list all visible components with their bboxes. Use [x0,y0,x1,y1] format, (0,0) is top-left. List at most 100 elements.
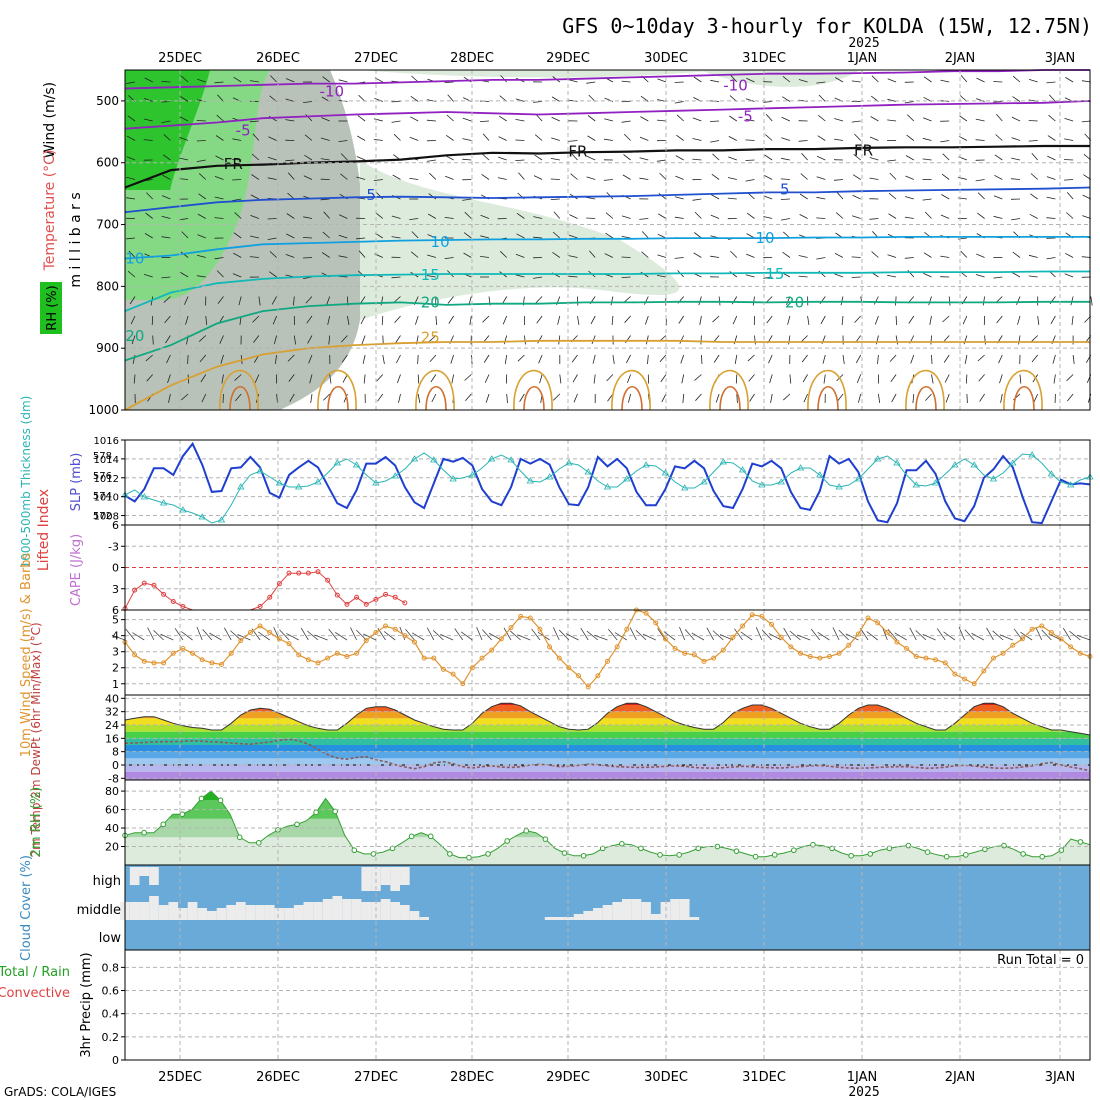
wind-barb [232,198,242,201]
lifted-index-series [124,571,406,611]
wind-barb [692,138,702,141]
y-tick-label: 500 [96,94,119,108]
wind-barb [397,374,401,384]
thickness-point [1009,459,1017,466]
x-tick-label-top: 3JAN [1045,51,1076,66]
rh2m-axis-label: 2m RH (%) [29,787,44,858]
wind-barb [502,315,508,325]
wind-speed-point [363,637,369,643]
rh2m-point [982,846,988,853]
wind-barb-10m [679,626,686,641]
wind-barb [559,374,562,384]
wind-barb [851,256,861,258]
wind-barb [998,354,1003,364]
wind-barb [623,154,631,161]
wind-barb [391,120,401,123]
x-tick-label-bottom: 26DEC [256,1070,300,1085]
wind-barb [267,237,277,240]
year-label-bottom: 2025 [848,1085,879,1100]
wind-barb [163,134,171,141]
y-tick-label: 900 [96,341,119,355]
wind-barb [249,256,259,258]
wind-barb [197,234,206,239]
wind-speed-point [836,650,842,656]
wind-barb [250,215,260,219]
isotherm-label: 10 [756,229,775,247]
wind-barb [479,120,490,122]
wind-barb [833,179,844,181]
x-tick-label-top: 1JAN [847,51,878,66]
wind-barb-10m [209,632,222,641]
wind-barb [798,255,808,258]
cloud-high-cell [361,867,372,891]
x-tick-label-bottom: 25DEC [158,1070,202,1085]
wind-barb [534,154,543,161]
x-tick-label-top: 25DEC [158,51,202,66]
wind-barb-10m [476,626,483,641]
cloud-middle-cell [631,899,642,920]
wind-speed-point [701,658,707,664]
wind-barb [823,374,826,384]
wind-barb [621,80,631,83]
wind-barb [727,177,737,180]
wind-barb [504,354,508,364]
x-tick-label-top: 2JAN [945,51,976,66]
wind-barb [923,252,932,258]
rh-shading-pale [360,70,720,78]
wind-barb [1031,354,1039,363]
temp-band [125,703,1090,705]
wind-barb [179,178,189,180]
wind-barb [329,374,332,384]
lifted-index-point [363,601,369,607]
rh2m-point [485,851,491,857]
wind-barb [393,296,401,303]
cloud-middle-cell [235,902,246,920]
wind-barb [484,374,490,383]
wind-barb [552,251,561,258]
wind-speed-point [691,652,697,658]
wind-barb [276,393,278,404]
wind-speed-point [942,660,948,666]
x-tick-label-bottom: 29DEC [546,1070,590,1085]
wind-barb [568,140,578,142]
wind-barb [606,374,614,382]
wind-speed-point [180,645,186,651]
isotherm-5 [124,186,1091,214]
wind-barb [869,136,879,141]
wind-speed-point [952,671,958,677]
isotherm-label: FR [568,143,587,161]
wind-barb [819,296,826,305]
wind-barb [948,296,951,306]
wind-barb [591,335,596,345]
wind-speed-point [199,657,205,663]
y-tick-label: 80 [105,785,119,798]
wind-speed-point [1048,629,1054,635]
wind-barb [417,354,419,365]
wind-barb [621,120,631,123]
wind-barb [409,136,419,141]
wind-barb [374,118,383,122]
wind-barb [770,393,773,403]
wind-barb [694,232,702,239]
cloud-middle-cell [332,896,343,920]
wind-barb [922,198,932,201]
wind-barb [1081,80,1091,83]
wind-barb [234,374,242,381]
wind-barb [309,374,313,384]
wind-barb [163,296,171,303]
wind-barb-10m [740,631,753,641]
wind-barb-10m [894,632,907,641]
isotherm-label: -10 [723,76,748,94]
wind-barb [905,175,914,180]
wind-barb [288,374,295,382]
thickness-point [217,516,226,523]
wind-barb [906,134,915,141]
temp-band [125,731,1090,739]
wind-barb [975,274,985,278]
wind-barb [851,276,861,278]
wind-barb [273,335,277,345]
y-tick-label: 2 [112,662,119,675]
wind-barb-10m [314,634,328,641]
wind-barb-10m [279,629,290,641]
wind-barb [1071,315,1074,325]
